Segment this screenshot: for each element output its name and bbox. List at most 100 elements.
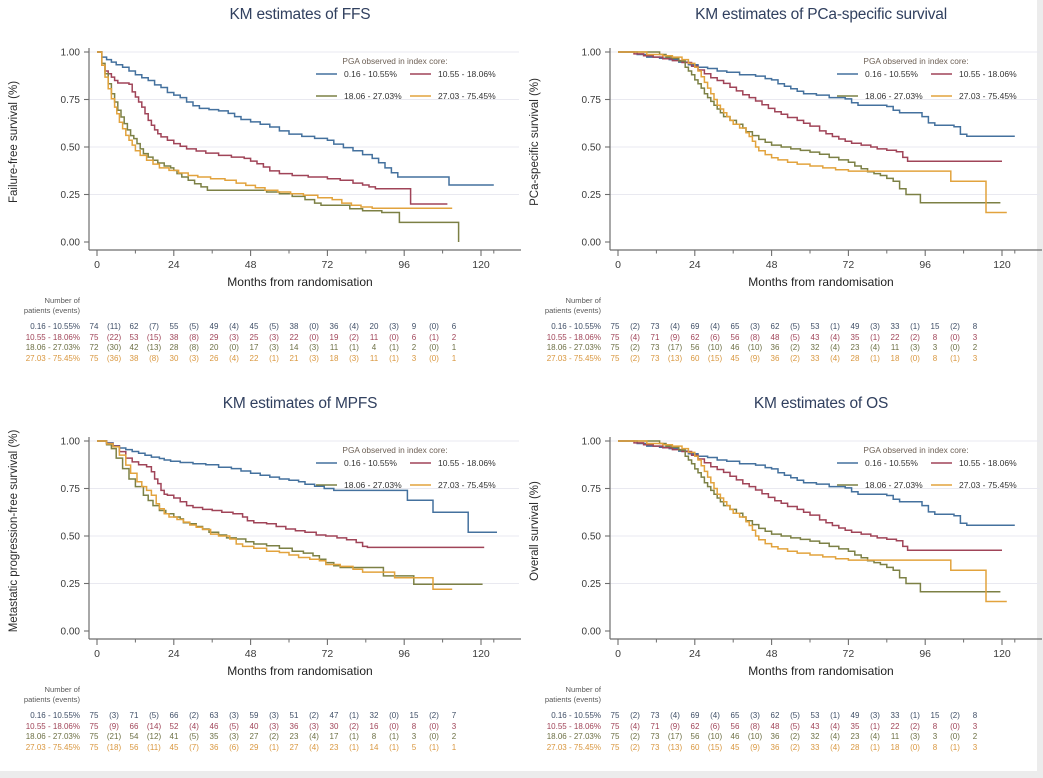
risk-cell: (4): [710, 710, 720, 720]
risk-cell: (8): [149, 354, 159, 364]
km-plot: 1.00 0.75 0.50 0.25 0.00 0 24 48 72 96 120 PGA obse…: [61, 40, 527, 271]
x-tick-label: 24: [168, 259, 180, 271]
risk-cell: (10): [747, 343, 763, 353]
y-tick-label: 0.75: [582, 484, 602, 495]
risk-cell: 52: [169, 721, 179, 731]
km-plot-svg: 1.00 0.75 0.50 0.25 0.00 0 24 48 72 96 120 PGA obse…: [61, 47, 521, 271]
x-tick-label: 0: [94, 259, 100, 271]
legend-label: 10.55 - 18.06%: [959, 69, 1017, 79]
km-curve: [618, 51, 1007, 214]
risk-cell: 45: [169, 743, 179, 753]
risk-cell: 22: [289, 332, 299, 342]
risk-row: 0.16 - 10.55% 75 (2) 73 (4) 69 (4) 65 (3) 62 (5) 53…: [537, 711, 1033, 722]
risk-cell: 74: [89, 321, 99, 331]
risk-cell: (1): [349, 343, 359, 353]
risk-cell: (3): [870, 710, 880, 720]
risk-cell: (4): [830, 332, 840, 342]
risk-cell: 51: [289, 710, 299, 720]
km-plot: 1.00 0.75 0.50 0.25 0.00 0 24 48 72 96 120 PGA obse…: [582, 40, 1043, 271]
risk-cell: (17): [667, 732, 683, 742]
risk-cell: (4): [630, 332, 640, 342]
risk-cell: (4): [830, 354, 840, 364]
risk-row: 0.16 - 10.55% 75 (2) 73 (4) 69 (4) 65 (3) 62 (5) 53…: [537, 322, 1033, 333]
risk-cell: 33: [810, 354, 820, 364]
x-tick-label: 24: [689, 648, 701, 660]
risk-cell: (5): [790, 721, 800, 731]
risk-cell: 42: [129, 343, 139, 353]
risk-cell: (3): [229, 332, 239, 342]
risk-cell: (15): [146, 332, 162, 342]
risk-cell: 75: [610, 732, 620, 742]
risk-cell: (5): [189, 321, 199, 331]
risk-cell: 22: [249, 354, 259, 364]
risk-row-label: 0.16 - 10.55%: [551, 710, 601, 720]
risk-cell: 66: [169, 710, 179, 720]
risk-cell: 56: [129, 743, 139, 753]
risk-row-label: 27.03 - 75.45%: [546, 354, 601, 364]
km-plot-svg: 1.00 0.75 0.50 0.25 0.00 0 24 48 72 96 120 PGA obse…: [582, 436, 1042, 660]
risk-cell: 25: [249, 332, 259, 342]
risk-cell: 11: [329, 343, 339, 353]
risk-cell: 71: [129, 710, 139, 720]
risk-cell: (10): [747, 732, 763, 742]
y-axis-label: Overall survival (%): [529, 481, 541, 581]
risk-cell: 46: [730, 343, 740, 353]
risk-cell: 3: [972, 332, 978, 342]
risk-cell: (0): [429, 354, 439, 364]
risk-cell: 23: [289, 732, 299, 742]
risk-cell: 53: [129, 332, 139, 342]
risk-cell: 43: [810, 721, 820, 731]
x-tick-label: 0: [94, 648, 100, 660]
risk-table-header: Number of patients (events): [23, 685, 80, 704]
risk-cell: (3): [910, 343, 920, 353]
risk-cell: 8: [972, 710, 978, 720]
risk-cell: 75: [89, 354, 99, 364]
risk-cell: (4): [309, 732, 319, 742]
risk-cell: 17: [249, 343, 259, 353]
risk-cell: (9): [670, 721, 680, 731]
risk-cell: 46: [209, 721, 219, 731]
risk-cell: (0): [950, 732, 960, 742]
risk-cell: (30): [106, 343, 122, 353]
risk-cell: (2): [630, 710, 640, 720]
risk-cell: (3): [750, 321, 760, 331]
risk-cell: (1): [429, 332, 439, 342]
risk-cell: 11: [369, 354, 379, 364]
risk-cell: 32: [810, 343, 820, 353]
risk-cell: (12): [146, 732, 162, 742]
risk-cell: 20: [209, 343, 219, 353]
risk-cell: 36: [770, 743, 780, 753]
km-curve: [618, 440, 1007, 603]
risk-cell: (5): [790, 321, 800, 331]
risk-cell: 30: [169, 354, 179, 364]
risk-cell: 2: [972, 343, 978, 353]
risk-cell: (1): [349, 732, 359, 742]
risk-cell: (2): [910, 721, 920, 731]
risk-cell: (36): [106, 354, 122, 364]
risk-cell: (1): [389, 743, 399, 753]
risk-cell: 3: [972, 721, 978, 731]
risk-cell: (2): [950, 321, 960, 331]
km-curve: [97, 51, 453, 209]
risk-cell: (2): [189, 710, 199, 720]
risk-cell: (4): [830, 343, 840, 353]
risk-cell: (1): [269, 743, 279, 753]
risk-cell: 29: [249, 743, 259, 753]
risk-row: 10.55 - 18.06% 75 (9) 66 (14) 52 (4) 46 (5) 40 (3)…: [16, 722, 512, 733]
risk-cell: (4): [349, 321, 359, 331]
risk-cell: 11: [890, 732, 900, 742]
legend-label: 18.06 - 27.03%: [865, 480, 923, 490]
risk-cell: 2: [411, 343, 417, 353]
risk-cell: (1): [389, 354, 399, 364]
risk-cell: (2): [349, 332, 359, 342]
risk-cell: (1): [389, 732, 399, 742]
risk-cell: 23: [329, 743, 339, 753]
km-curve: [97, 51, 494, 186]
risk-cell: (14): [146, 721, 162, 731]
risk-cell: (1): [910, 710, 920, 720]
risk-cell: (0): [389, 332, 399, 342]
risk-cell: (2): [790, 732, 800, 742]
y-tick-label: 0.00: [61, 237, 81, 248]
risk-cell: 27: [289, 743, 299, 753]
risk-cell: (3): [389, 321, 399, 331]
